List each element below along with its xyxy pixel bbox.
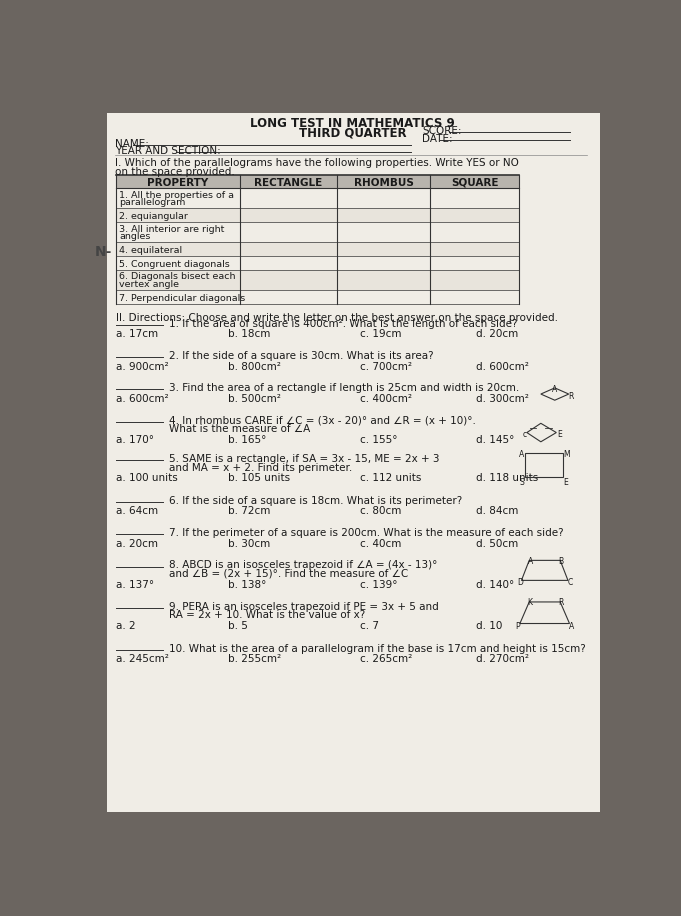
Text: c. 80cm: c. 80cm <box>360 507 402 517</box>
Text: 3. Find the area of a rectangle if length is 25cm and width is 20cm.: 3. Find the area of a rectangle if lengt… <box>169 383 519 393</box>
Text: d. 50cm: d. 50cm <box>477 539 519 549</box>
Text: b. 5: b. 5 <box>229 621 249 631</box>
Text: 4. equilateral: 4. equilateral <box>119 246 183 256</box>
Text: S: S <box>519 478 524 487</box>
Text: N-: N- <box>95 245 112 258</box>
Text: E: E <box>563 478 568 487</box>
Text: d. 10: d. 10 <box>477 621 503 631</box>
Text: vertex angle: vertex angle <box>119 280 179 289</box>
Text: b. 165°: b. 165° <box>229 435 267 445</box>
Text: LONG TEST IN MATHEMATICS 9: LONG TEST IN MATHEMATICS 9 <box>250 117 455 130</box>
Text: 1. If the area of square is 400cm². What is the length of each side?: 1. If the area of square is 400cm². What… <box>169 319 518 329</box>
Text: b. 138°: b. 138° <box>229 580 267 590</box>
Text: a. 137°: a. 137° <box>116 580 155 590</box>
Text: 6. Diagonals bisect each: 6. Diagonals bisect each <box>119 272 236 281</box>
Text: a. 100 units: a. 100 units <box>116 474 178 484</box>
Text: c. 400cm²: c. 400cm² <box>360 394 412 404</box>
Text: RECTANGLE: RECTANGLE <box>255 178 323 188</box>
Text: and MA = x + 2. Find its perimeter.: and MA = x + 2. Find its perimeter. <box>169 463 352 473</box>
Text: 7. Perpendicular diagonals: 7. Perpendicular diagonals <box>119 294 245 303</box>
Text: d. 145°: d. 145° <box>477 435 515 445</box>
Text: A: A <box>552 385 557 394</box>
Text: a. 2: a. 2 <box>116 621 136 631</box>
Text: II. Directions: Choose and write the letter on the best answer on the space prov: II. Directions: Choose and write the let… <box>116 313 558 323</box>
Text: a. 600cm²: a. 600cm² <box>116 394 169 404</box>
Text: c: c <box>522 431 526 440</box>
Text: I. Which of the parallelograms have the following properties. Write YES or NO: I. Which of the parallelograms have the … <box>114 158 518 169</box>
Text: 7. If the perimeter of a square is 200cm. What is the measure of each side?: 7. If the perimeter of a square is 200cm… <box>169 528 563 538</box>
Text: A: A <box>569 622 574 631</box>
Text: SCORE:: SCORE: <box>422 126 462 136</box>
Text: b. 105 units: b. 105 units <box>229 474 291 484</box>
Text: d. 84cm: d. 84cm <box>477 507 519 517</box>
Text: c. 700cm²: c. 700cm² <box>360 362 412 372</box>
Text: parallelogram: parallelogram <box>119 199 186 207</box>
Text: a. 245cm²: a. 245cm² <box>116 654 169 664</box>
Text: PROPERTY: PROPERTY <box>148 178 209 188</box>
Text: What is the measure of ∠A: What is the measure of ∠A <box>169 424 310 434</box>
Text: 10. What is the area of a parallelogram if the base is 17cm and height is 15cm?: 10. What is the area of a parallelogram … <box>169 644 586 653</box>
Text: b. 30cm: b. 30cm <box>229 539 271 549</box>
Text: 2. equiangular: 2. equiangular <box>119 213 188 222</box>
Text: B: B <box>558 557 564 565</box>
Text: c. 7: c. 7 <box>360 621 379 631</box>
Text: 6. If the side of a square is 18cm. What is its perimeter?: 6. If the side of a square is 18cm. What… <box>169 496 462 506</box>
Bar <box>116 270 519 290</box>
Text: R: R <box>569 392 574 400</box>
Text: b. 72cm: b. 72cm <box>229 507 271 517</box>
Text: 8. ABCD is an isosceles trapezoid if ∠A = (4x - 13)°: 8. ABCD is an isosceles trapezoid if ∠A … <box>169 561 437 571</box>
Text: RA = 2x + 10. What is the value of x?: RA = 2x + 10. What is the value of x? <box>169 610 365 620</box>
Text: d. 20cm: d. 20cm <box>477 330 519 339</box>
Text: THIRD QUARTER: THIRD QUARTER <box>299 126 407 139</box>
Text: angles: angles <box>119 233 151 241</box>
Text: D: D <box>517 578 523 587</box>
Text: 4. In rhombus CARE if ∠C = (3x - 20)° and ∠R = (x + 10)°.: 4. In rhombus CARE if ∠C = (3x - 20)° an… <box>169 416 476 426</box>
Text: and ∠B = (2x + 15)°. Find the measure of ∠C: and ∠B = (2x + 15)°. Find the measure of… <box>169 569 408 579</box>
Text: b. 500cm²: b. 500cm² <box>229 394 281 404</box>
Text: d. 118 units: d. 118 units <box>477 474 539 484</box>
Text: NAME:: NAME: <box>114 139 148 149</box>
Text: R: R <box>558 598 564 607</box>
Text: d. 270cm²: d. 270cm² <box>477 654 530 664</box>
Text: 5. Congruent diagonals: 5. Congruent diagonals <box>119 260 230 269</box>
Text: c. 265cm²: c. 265cm² <box>360 654 413 664</box>
Text: c. 155°: c. 155° <box>360 435 398 445</box>
Text: a. 170°: a. 170° <box>116 435 154 445</box>
Text: d. 140°: d. 140° <box>477 580 515 590</box>
Text: b. 18cm: b. 18cm <box>229 330 271 339</box>
Text: 1. All the properties of a: 1. All the properties of a <box>119 191 234 200</box>
Text: 3. All interior are right: 3. All interior are right <box>119 224 225 234</box>
Text: C: C <box>567 578 573 587</box>
Text: c. 40cm: c. 40cm <box>360 539 402 549</box>
Bar <box>116 209 519 223</box>
Text: DATE:: DATE: <box>422 134 453 144</box>
Text: a. 17cm: a. 17cm <box>116 330 158 339</box>
Text: b. 255cm²: b. 255cm² <box>229 654 282 664</box>
Text: A: A <box>518 451 524 459</box>
Text: on the space provided.: on the space provided. <box>114 167 234 177</box>
Text: YEAR AND SECTION:: YEAR AND SECTION: <box>114 147 221 156</box>
Text: c. 139°: c. 139° <box>360 580 398 590</box>
Text: a. 900cm²: a. 900cm² <box>116 362 169 372</box>
Text: d. 600cm²: d. 600cm² <box>477 362 529 372</box>
Text: RHOMBUS: RHOMBUS <box>353 178 413 188</box>
Bar <box>116 243 519 256</box>
Text: a. 64cm: a. 64cm <box>116 507 158 517</box>
Text: c. 112 units: c. 112 units <box>360 474 422 484</box>
Text: P: P <box>516 622 520 631</box>
Text: 2. If the side of a square is 30cm. What is its area?: 2. If the side of a square is 30cm. What… <box>169 351 433 361</box>
Text: A: A <box>528 557 533 565</box>
Text: E: E <box>557 431 562 440</box>
Text: K: K <box>528 598 533 607</box>
Text: 5. SAME is a rectangle, if SA = 3x - 15, ME = 2x + 3: 5. SAME is a rectangle, if SA = 3x - 15,… <box>169 454 439 464</box>
Text: c. 19cm: c. 19cm <box>360 330 402 339</box>
Text: 9. PERA is an isosceles trapezoid if PE = 3x + 5 and: 9. PERA is an isosceles trapezoid if PE … <box>169 602 439 612</box>
Text: SQUARE: SQUARE <box>451 178 498 188</box>
Text: M: M <box>563 451 570 459</box>
Text: b. 800cm²: b. 800cm² <box>229 362 281 372</box>
Text: d. 300cm²: d. 300cm² <box>477 394 529 404</box>
Text: a. 20cm: a. 20cm <box>116 539 158 549</box>
Bar <box>116 175 519 189</box>
Bar <box>525 453 563 477</box>
